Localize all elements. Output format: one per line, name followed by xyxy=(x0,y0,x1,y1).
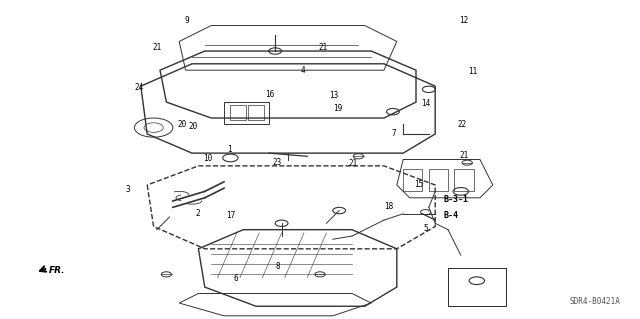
Text: 22: 22 xyxy=(457,120,466,129)
Text: B-4: B-4 xyxy=(444,211,458,220)
Text: 4: 4 xyxy=(301,66,305,75)
Bar xyxy=(448,268,506,306)
Bar xyxy=(429,169,448,191)
Text: 7: 7 xyxy=(392,130,396,138)
Text: 14: 14 xyxy=(421,99,430,108)
Text: 11: 11 xyxy=(468,67,477,76)
Text: 23: 23 xyxy=(272,158,281,167)
Text: 5: 5 xyxy=(424,224,428,233)
Text: 15: 15 xyxy=(414,180,423,189)
Text: 6: 6 xyxy=(234,274,238,283)
Text: 16: 16 xyxy=(266,90,275,99)
Text: 12: 12 xyxy=(460,16,468,25)
Text: 21: 21 xyxy=(152,43,161,52)
Text: 17: 17 xyxy=(226,211,235,219)
Text: 3: 3 xyxy=(125,185,130,194)
Text: 9: 9 xyxy=(184,16,189,25)
Text: 10: 10 xyxy=(204,154,212,163)
Text: 21: 21 xyxy=(349,159,358,168)
Text: 21: 21 xyxy=(460,151,468,160)
Text: 1: 1 xyxy=(227,145,232,154)
Text: FR.: FR. xyxy=(49,266,65,275)
Text: 8: 8 xyxy=(275,262,280,271)
Bar xyxy=(448,268,506,306)
Text: 20: 20 xyxy=(177,120,186,129)
Text: 21: 21 xyxy=(319,43,328,52)
Text: SDR4-B0421A: SDR4-B0421A xyxy=(570,297,621,306)
Text: B-3-1: B-3-1 xyxy=(444,195,468,204)
Text: 19: 19 xyxy=(333,104,342,113)
Text: 24: 24 xyxy=(134,83,143,92)
Bar xyxy=(230,105,246,120)
Bar xyxy=(224,102,269,124)
Bar xyxy=(454,169,474,191)
Text: 18: 18 xyxy=(384,202,393,211)
Bar xyxy=(403,169,422,191)
Text: 2: 2 xyxy=(195,209,200,218)
Text: 13: 13 xyxy=(330,91,339,100)
Bar xyxy=(248,105,264,120)
Text: 20: 20 xyxy=(189,122,198,130)
